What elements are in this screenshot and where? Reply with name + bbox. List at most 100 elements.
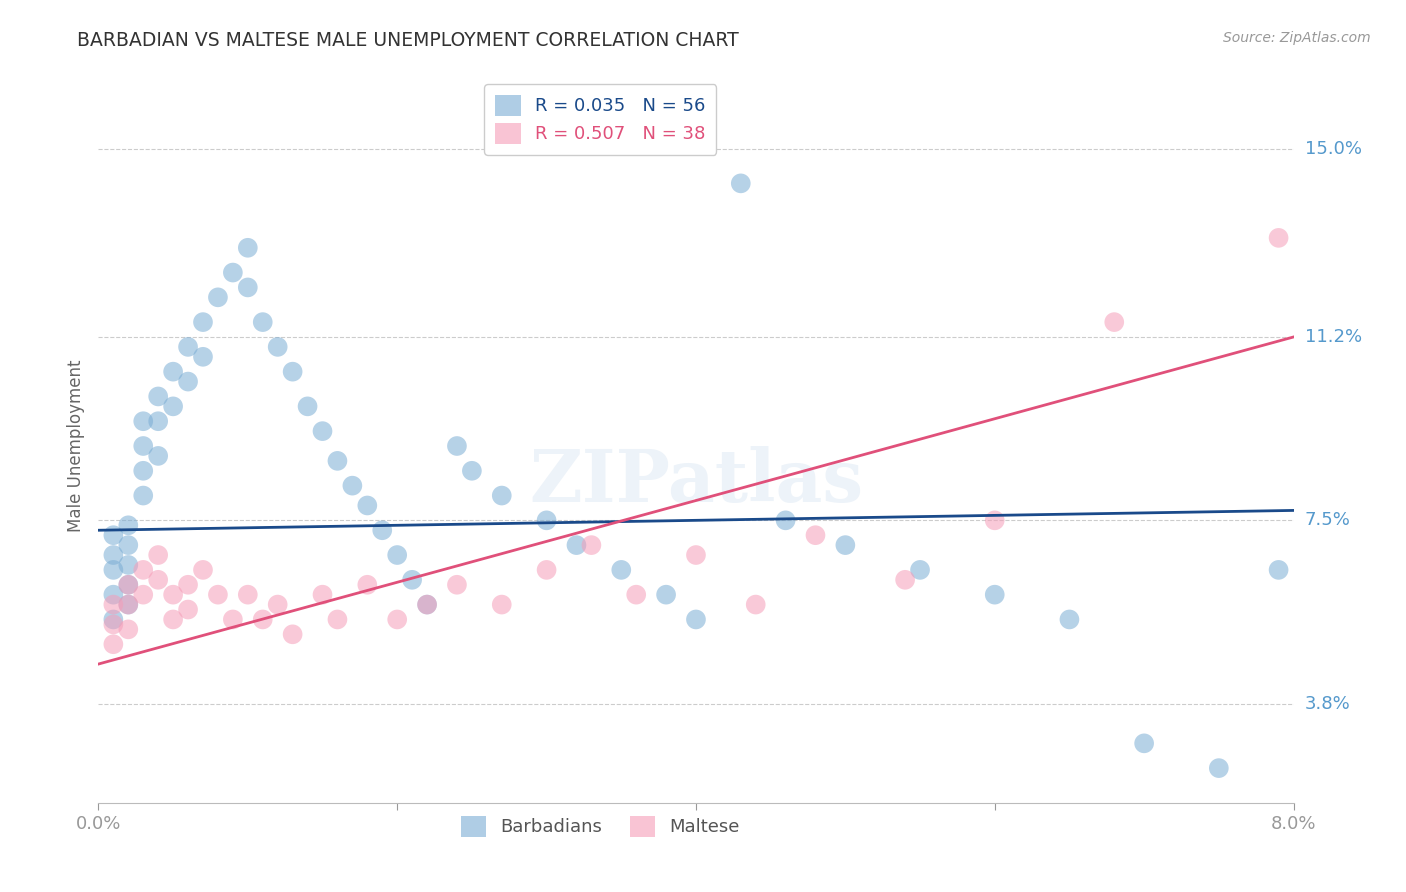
Point: [132, 588, 155, 602]
Text: BARBADIAN VS MALTESE MALE UNEMPLOYMENT CORRELATION CHART: BARBADIAN VS MALTESE MALE UNEMPLOYMENT C…: [77, 31, 740, 50]
Point: [103, 612, 125, 626]
Point: [894, 573, 917, 587]
Point: [117, 598, 139, 612]
Point: [385, 548, 409, 562]
Point: [267, 598, 290, 612]
Point: [655, 588, 678, 602]
Point: [103, 528, 125, 542]
Point: [804, 528, 827, 542]
Text: Source: ZipAtlas.com: Source: ZipAtlas.com: [1223, 31, 1371, 45]
Point: [191, 315, 214, 329]
Point: [685, 548, 707, 562]
Y-axis label: Male Unemployment: Male Unemployment: [66, 359, 84, 533]
Point: [984, 513, 1007, 527]
Point: [222, 266, 245, 280]
Point: [191, 563, 214, 577]
Point: [103, 588, 125, 602]
Point: [356, 578, 378, 592]
Point: [117, 578, 139, 592]
Point: [117, 518, 139, 533]
Point: [685, 612, 707, 626]
Point: [148, 389, 170, 403]
Point: [297, 400, 319, 414]
Point: [177, 340, 200, 354]
Point: [103, 548, 125, 562]
Point: [536, 513, 558, 527]
Point: [177, 578, 200, 592]
Point: [103, 598, 125, 612]
Point: [326, 454, 349, 468]
Point: [177, 375, 200, 389]
Point: [117, 623, 139, 637]
Point: [117, 578, 139, 592]
Point: [730, 177, 752, 191]
Point: [162, 365, 184, 379]
Point: [416, 598, 439, 612]
Point: [446, 439, 468, 453]
Point: [117, 558, 139, 572]
Point: [446, 578, 468, 592]
Point: [132, 464, 155, 478]
Point: [311, 424, 333, 438]
Point: [148, 414, 170, 428]
Point: [207, 588, 229, 602]
Point: [1208, 761, 1230, 775]
Point: [908, 563, 931, 577]
Point: [267, 340, 290, 354]
Point: [1104, 315, 1126, 329]
Point: [1133, 736, 1156, 750]
Point: [385, 612, 409, 626]
Point: [252, 315, 274, 329]
Point: [177, 602, 200, 616]
Point: [371, 523, 394, 537]
Point: [117, 598, 139, 612]
Point: [252, 612, 274, 626]
Point: [207, 290, 229, 304]
Point: [326, 612, 349, 626]
Point: [401, 573, 423, 587]
Point: [103, 637, 125, 651]
Point: [103, 563, 125, 577]
Point: [132, 489, 155, 503]
Point: [117, 538, 139, 552]
Point: [565, 538, 588, 552]
Point: [416, 598, 439, 612]
Text: 7.5%: 7.5%: [1305, 511, 1351, 529]
Point: [162, 612, 184, 626]
Point: [148, 573, 170, 587]
Point: [581, 538, 603, 552]
Point: [191, 350, 214, 364]
Point: [311, 588, 333, 602]
Point: [148, 548, 170, 562]
Point: [132, 414, 155, 428]
Point: [984, 588, 1007, 602]
Legend: Barbadians, Maltese: Barbadians, Maltese: [454, 808, 747, 844]
Point: [281, 365, 304, 379]
Point: [132, 563, 155, 577]
Text: 15.0%: 15.0%: [1305, 140, 1361, 158]
Point: [461, 464, 484, 478]
Point: [626, 588, 648, 602]
Point: [536, 563, 558, 577]
Point: [103, 617, 125, 632]
Point: [281, 627, 304, 641]
Point: [236, 280, 259, 294]
Point: [356, 499, 378, 513]
Point: [236, 241, 259, 255]
Point: [491, 598, 513, 612]
Point: [342, 478, 364, 492]
Point: [1267, 563, 1289, 577]
Point: [162, 400, 184, 414]
Point: [132, 439, 155, 453]
Point: [745, 598, 768, 612]
Text: 11.2%: 11.2%: [1305, 328, 1362, 346]
Point: [1059, 612, 1081, 626]
Point: [236, 588, 259, 602]
Point: [148, 449, 170, 463]
Point: [222, 612, 245, 626]
Point: [834, 538, 856, 552]
Point: [1267, 231, 1289, 245]
Text: ZIPatlas: ZIPatlas: [529, 446, 863, 517]
Point: [775, 513, 797, 527]
Point: [610, 563, 633, 577]
